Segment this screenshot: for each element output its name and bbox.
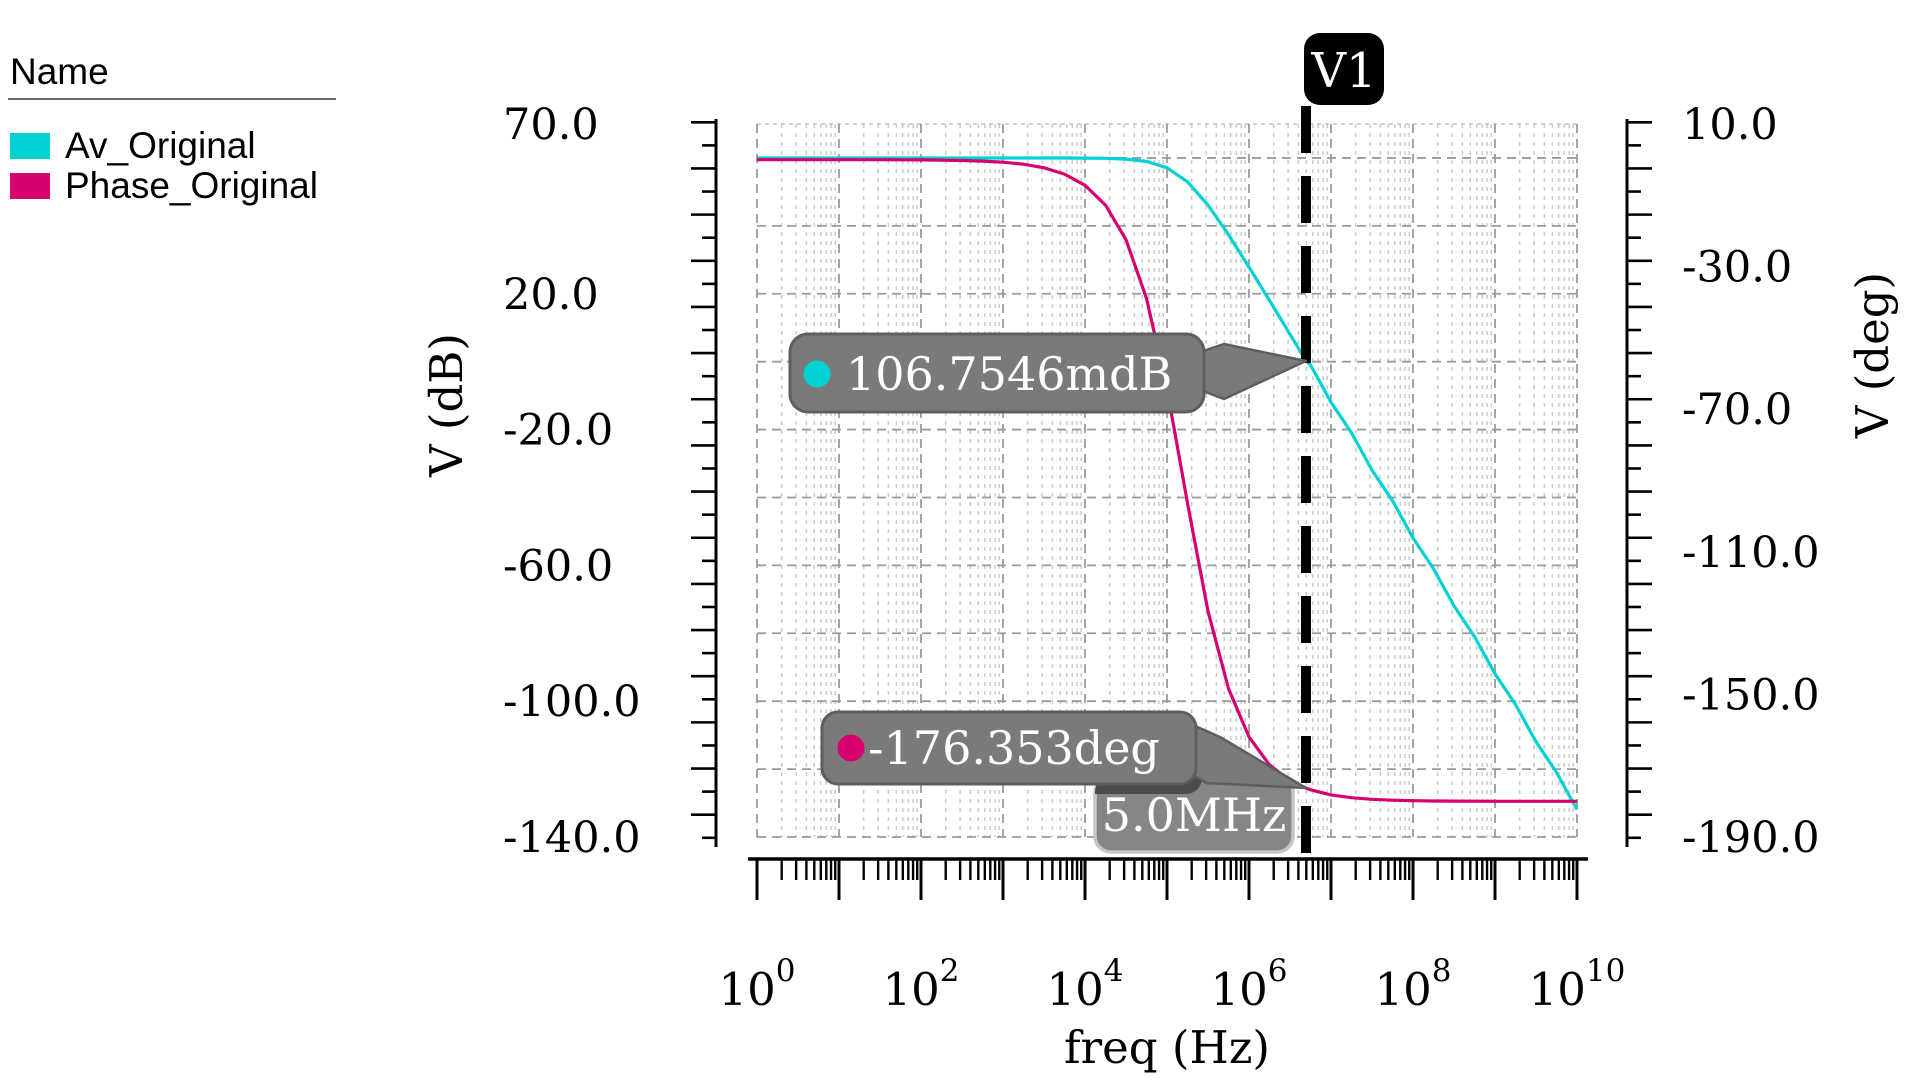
x-tick-label: 104 <box>1047 953 1124 1016</box>
x-axis-title: freq (Hz) <box>1064 1021 1270 1074</box>
y-left-axis-title: V (dB) <box>420 333 473 478</box>
y-left-tick-label: 20.0 <box>503 270 599 320</box>
phase-marker-box[interactable] <box>820 710 1198 786</box>
x-tick-label: 106 <box>1211 953 1288 1016</box>
y-right-tick-label: -110.0 <box>1682 528 1820 578</box>
phase-marker-value: -176.353deg <box>868 721 1160 775</box>
x-tick-label: 100 <box>719 953 796 1016</box>
y-right-tick-label: -150.0 <box>1682 670 1820 720</box>
gain-callout-pointer <box>1198 342 1308 401</box>
trace-curves <box>757 156 1579 811</box>
marker-callouts <box>788 33 1384 854</box>
y-right-axis-title: V (deg) <box>1846 272 1899 439</box>
gain-marker-box[interactable] <box>788 332 1206 414</box>
gain-marker-dot <box>803 360 831 388</box>
freq-marker-value: 5.0MHz <box>1102 788 1287 842</box>
legend-divider <box>8 98 336 100</box>
axis-tick-labels: 70.0 20.0 -20.0 -60.0 -100.0 -140.0 10.0 -30.0 -… <box>503 100 1820 1016</box>
x-tick-label: 1010 <box>1529 953 1626 1016</box>
y-left-tick-label: 70.0 <box>503 100 599 150</box>
phase-legend-label: Phase_Original <box>65 164 318 206</box>
av-color-swatch <box>10 132 50 159</box>
y-left-tick-label: -100.0 <box>503 677 641 727</box>
y-right-tick-label: -70.0 <box>1682 385 1792 435</box>
gain-marker-value: 106.7546mdB <box>846 347 1172 401</box>
legend: Name Av_Original Phase_Original <box>8 50 340 206</box>
av-gain-curve[interactable] <box>757 156 1579 811</box>
y-right-tick-label: -30.0 <box>1682 243 1792 293</box>
phase-marker-dot <box>837 734 865 762</box>
phase-color-swatch <box>10 172 50 199</box>
y-right-tick-label: 10.0 <box>1682 100 1778 150</box>
legend-item-av[interactable]: Av_Original <box>10 125 340 166</box>
legend-item-phase[interactable]: Phase_Original <box>10 165 340 206</box>
y-right-tick-label: -190.0 <box>1682 813 1820 863</box>
av-legend-label: Av_Original <box>65 124 256 166</box>
x-tick-label: 102 <box>883 953 960 1016</box>
v1-marker-box[interactable] <box>1304 33 1384 105</box>
v1-marker-label: V1 <box>1310 43 1376 99</box>
y-left-tick-label: -20.0 <box>503 406 613 456</box>
y-left-tick-label: -60.0 <box>503 541 613 591</box>
y-left-tick-label: -140.0 <box>503 813 641 863</box>
axis-strips <box>691 119 1652 900</box>
legend-title: Name <box>10 51 109 92</box>
x-tick-label: 108 <box>1375 953 1452 1016</box>
phase-curve[interactable] <box>757 158 1577 803</box>
